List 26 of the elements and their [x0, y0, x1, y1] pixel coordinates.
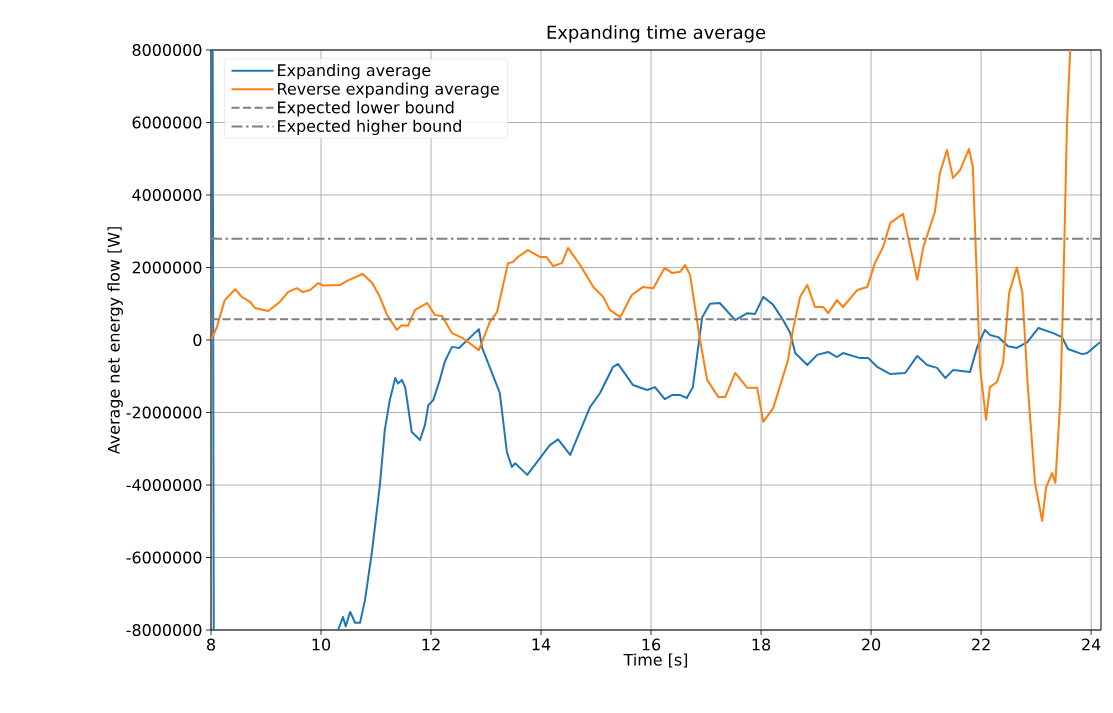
line-series [211, 49, 1072, 522]
chart-title: Expanding time average [547, 25, 766, 43]
legend-label: Expected lower bound [278, 101, 454, 117]
y-axis-title: Average net energy flow [W] [107, 227, 123, 455]
x-tick-label: 20 [862, 638, 881, 651]
y-tick-label: 6000000 [132, 116, 202, 129]
y-tick-label: -6000000 [126, 551, 202, 564]
y-tick-label: -8000000 [126, 623, 202, 637]
y-tick-label: 0 [193, 333, 202, 347]
x-tick-label: 10 [312, 638, 331, 651]
legend-label: Expected higher bound [278, 119, 461, 136]
x-axis-title: Time [s] [623, 653, 688, 668]
y-tick-label: -2000000 [126, 406, 202, 419]
x-tick-label: 22 [972, 638, 990, 651]
x-tick-label: 18 [752, 638, 771, 651]
x-tick-label: 14 [532, 638, 551, 651]
legend-label: Reverse expanding average [278, 82, 499, 98]
y-tick-label: -4000000 [126, 478, 202, 492]
x-tick-label: 24 [1082, 638, 1101, 651]
x-tick-label: 16 [642, 638, 661, 651]
x-tick-label: 12 [422, 638, 440, 651]
y-tick-label: 8000000 [132, 43, 202, 57]
y-tick-label: 4000000 [132, 188, 202, 202]
y-tick-label: 2000000 [132, 261, 202, 274]
legend-label: Expanding average [278, 63, 431, 80]
x-tick-label: 8 [207, 638, 215, 651]
